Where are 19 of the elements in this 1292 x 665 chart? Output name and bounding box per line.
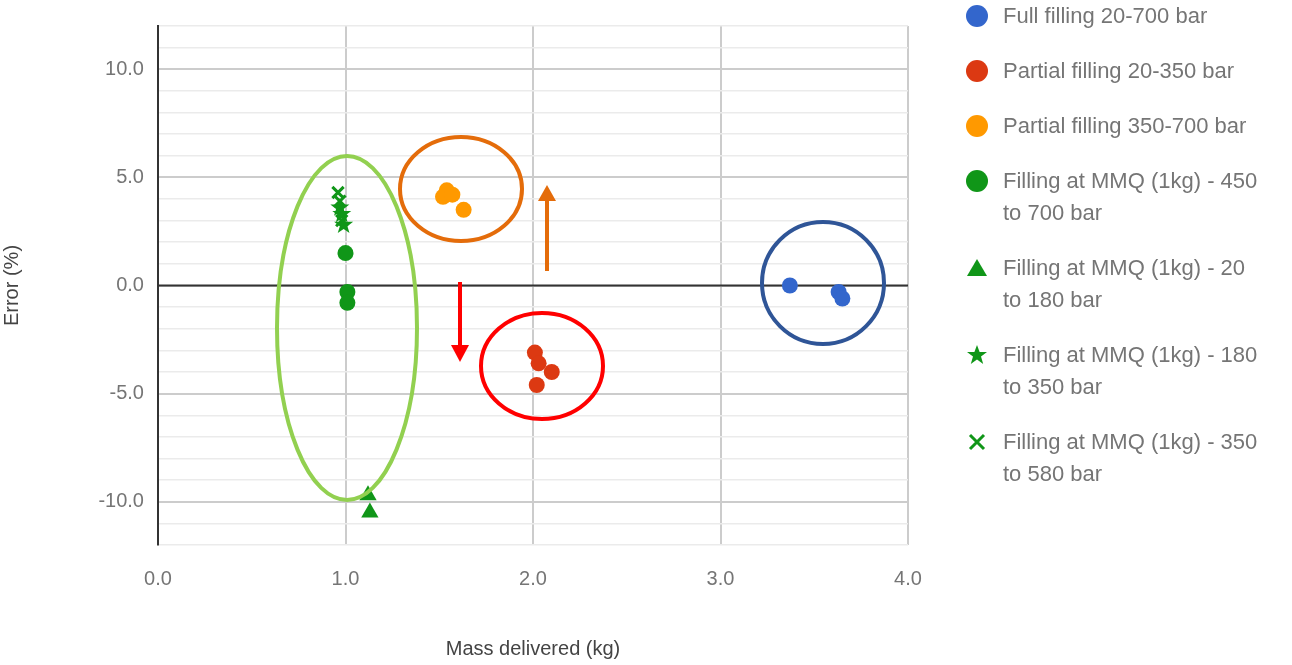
x-tick-label: 0.0 xyxy=(144,566,172,589)
legend-label: Partial filling 20-350 bar xyxy=(1003,57,1235,85)
legend-label: Filling at MMQ (1kg) - 350 to 580 bar xyxy=(1003,428,1259,488)
x-tick-label: 1.0 xyxy=(331,566,360,589)
x-axis-title: Mass delivered (kg) xyxy=(445,636,621,659)
legend-label: Full filling 20-700 bar xyxy=(1003,2,1208,30)
y-axis-title: Error (%) xyxy=(0,244,22,327)
x-tick-label: 2.0 xyxy=(519,566,547,589)
y-tick-label: 0.0 xyxy=(116,273,144,296)
y-tick-label: 10.0 xyxy=(105,56,144,79)
legend-label: Filling at MMQ (1kg) - 450 to 700 bar xyxy=(1003,167,1259,227)
y-tick-label: -5.0 xyxy=(109,381,144,404)
x-tick-label: 4.0 xyxy=(894,566,922,589)
y-tick-label: 5.0 xyxy=(116,164,144,187)
x-tick-label: 3.0 xyxy=(706,566,735,589)
legend-label: Filling at MMQ (1kg) - 20 to 180 bar xyxy=(1003,254,1247,314)
legend-label: Filling at MMQ (1kg) - 180 to 350 bar xyxy=(1003,341,1259,401)
y-tick-label: -10.0 xyxy=(98,489,144,512)
legend-label: Partial filling 350-700 bar xyxy=(1003,112,1247,140)
